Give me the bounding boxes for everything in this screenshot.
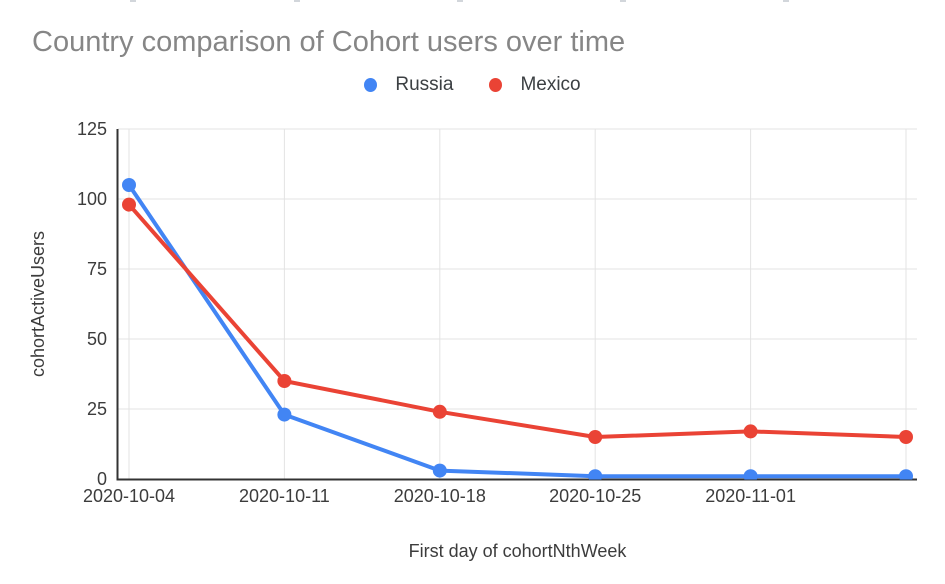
series-dot-icon — [489, 78, 503, 92]
series-dot-icon — [364, 78, 378, 92]
data-point[interactable] — [899, 430, 913, 444]
data-point[interactable] — [277, 374, 292, 388]
y-tick-label: 25 — [86, 399, 107, 419]
y-tick-label: 125 — [76, 119, 107, 139]
cropped-text-artifact — [783, 0, 789, 2]
data-point[interactable] — [122, 178, 136, 192]
legend-label-russia: Russia — [395, 74, 454, 95]
data-point[interactable] — [588, 469, 603, 483]
cropped-text-artifact — [457, 0, 463, 2]
x-tick-label: 2020-10-04 — [82, 486, 176, 506]
data-point[interactable] — [277, 407, 292, 422]
legend-item-russia: Russia — [364, 75, 453, 95]
y-axis-title: cohortActiveUsers — [28, 230, 48, 378]
legend-label-mexico: Mexico — [520, 74, 581, 95]
y-tick-label: 0 — [96, 469, 107, 489]
data-point[interactable] — [588, 430, 603, 444]
cropped-text-artifact — [620, 0, 626, 2]
data-point[interactable] — [743, 424, 758, 439]
y-tick-label: 50 — [86, 329, 107, 349]
cropped-text-artifact — [294, 0, 300, 2]
legend: Russia Mexico — [0, 75, 945, 95]
data-point[interactable] — [122, 197, 136, 212]
y-tick-label: 100 — [76, 189, 107, 209]
data-point[interactable] — [743, 469, 758, 483]
x-tick-label: 2020-10-18 — [393, 486, 486, 506]
x-tick-label: 2020-10-11 — [239, 486, 330, 506]
x-tick-label: 2020-10-25 — [549, 486, 642, 506]
y-tick-label: 75 — [86, 259, 107, 279]
data-point[interactable] — [432, 404, 447, 419]
x-axis-title: First day of cohortNthWeek — [408, 541, 627, 561]
cropped-text-artifact — [130, 0, 136, 2]
chart-title: Country comparison of Cohort users over … — [32, 26, 626, 58]
data-point[interactable] — [432, 463, 447, 478]
data-point[interactable] — [899, 469, 913, 483]
x-tick-label: 2020-11-01 — [705, 486, 796, 506]
legend-item-mexico: Mexico — [489, 74, 581, 95]
